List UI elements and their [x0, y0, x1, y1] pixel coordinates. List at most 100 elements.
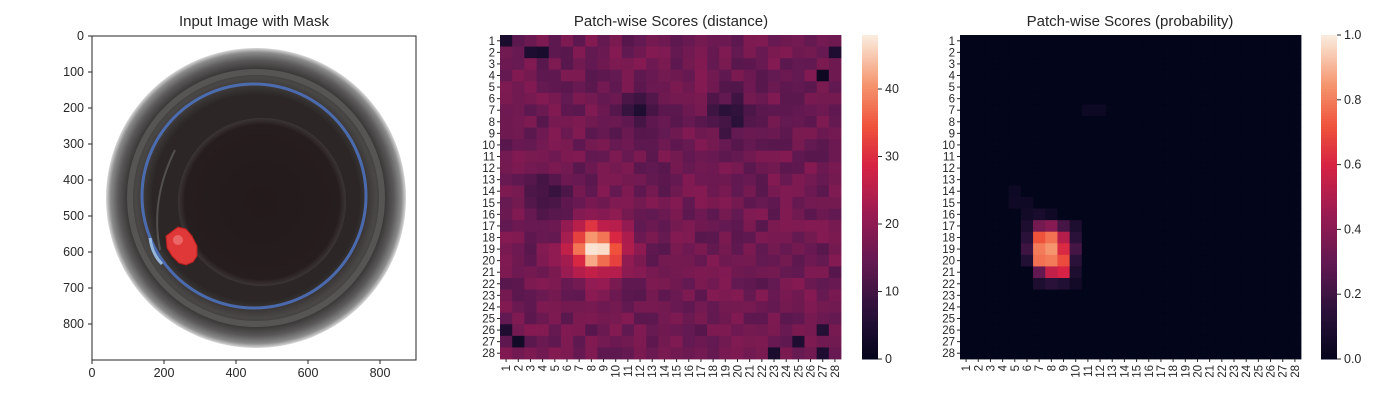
heatmap-cell	[536, 58, 550, 71]
heatmap-cell	[560, 266, 574, 279]
heatmap-cell	[1118, 81, 1131, 94]
heatmap-cell	[984, 92, 997, 105]
heatmap-cell	[573, 301, 586, 314]
colorbar-segment	[1321, 75, 1337, 79]
heatmap-cell	[585, 347, 598, 360]
heatmap-cell	[585, 173, 598, 186]
heatmap-cell	[780, 139, 793, 152]
colorbar-segment	[1321, 83, 1337, 87]
heatmap-cell	[780, 347, 793, 360]
heatmap-cell	[1093, 266, 1107, 279]
heatmap-cell	[743, 254, 757, 267]
heatmap-cell	[1045, 81, 1058, 94]
heatmap-cell	[1045, 335, 1058, 348]
heatmap-cell	[1057, 208, 1071, 221]
heatmap-cell	[1130, 46, 1144, 59]
heatmap-cell	[804, 150, 818, 163]
heatmap-cell	[1215, 35, 1229, 47]
heatmap-cell	[694, 150, 708, 163]
heatmap-cell	[597, 312, 611, 325]
heatmap-cell	[1130, 220, 1144, 233]
heatmap-cell	[1215, 69, 1229, 82]
heatmap-cell	[1203, 116, 1217, 128]
colorbar-segment	[1321, 99, 1337, 103]
heatmap-cell	[694, 104, 708, 117]
colorbar-segment	[862, 261, 878, 265]
heatmap-cell	[1215, 139, 1229, 152]
heatmap-cell	[767, 243, 781, 256]
heatmap-cell	[828, 254, 842, 267]
heatmap-cell	[707, 185, 720, 198]
colorbar-segment	[1321, 356, 1337, 360]
heatmap-cell	[1106, 162, 1119, 175]
heatmap-cell	[1106, 301, 1119, 314]
heatmap-cell	[1093, 289, 1107, 302]
heatmap-cell	[682, 173, 696, 186]
heatmap-cell	[658, 266, 671, 279]
heatmap-cell	[633, 335, 647, 348]
heatmap-cell	[719, 324, 732, 337]
heatmap-cell	[1008, 173, 1022, 186]
heatmap-cell	[1288, 266, 1302, 279]
heatmap-cell	[1191, 347, 1204, 360]
colorbar-segment	[1321, 48, 1337, 52]
heatmap-cell	[1045, 69, 1058, 82]
heatmap-cell	[524, 312, 537, 325]
heatmap-y-tick-label: 1	[489, 36, 495, 48]
heatmap-cell	[1191, 58, 1204, 71]
colorbar-segment	[1321, 259, 1337, 263]
heatmap-cell	[560, 116, 574, 128]
heatmap-cell	[1179, 197, 1192, 209]
heatmap-cell	[731, 266, 744, 279]
heatmap-cell	[743, 150, 757, 163]
heatmap-cell	[1252, 231, 1265, 244]
heatmap-cell	[1033, 335, 1046, 348]
heatmap-cell	[1118, 104, 1131, 117]
heatmap-cell	[1118, 116, 1131, 128]
heatmap-cell	[682, 243, 696, 256]
heatmap-cell	[1020, 139, 1034, 152]
heatmap-cell	[828, 289, 842, 302]
heatmap-cell	[585, 35, 598, 47]
colorbar-segment	[1321, 294, 1337, 298]
heatmap-cell	[1167, 278, 1180, 290]
heatmap-cell	[1227, 104, 1241, 117]
heatmap-cell	[658, 150, 671, 163]
heatmap-cell	[767, 231, 781, 244]
heatmap-cell	[682, 92, 696, 105]
image-x-tick-label: 400	[226, 366, 247, 380]
heatmap-cell	[1130, 58, 1144, 71]
heatmap-cell	[1033, 324, 1046, 337]
heatmap-cell	[658, 220, 671, 233]
heatmap-cell	[1093, 197, 1107, 209]
heatmap-x-tick-label: 19	[1180, 365, 1192, 378]
heatmap-cell	[1154, 127, 1168, 140]
heatmap-x-tick-label: 7	[574, 365, 586, 371]
colorbar-segment	[862, 275, 878, 279]
heatmap-cell	[1288, 231, 1302, 244]
heatmap-cell	[1057, 324, 1071, 337]
heatmap-cell	[1203, 150, 1217, 163]
heatmap-cell	[524, 173, 537, 186]
heatmap-cell	[1203, 35, 1217, 47]
colorbar-segment	[1321, 56, 1337, 60]
heatmap-cell	[1203, 278, 1217, 290]
heatmap-cell	[694, 231, 708, 244]
heatmap-cell	[1142, 92, 1156, 105]
colorbar-tick-label: 0.0	[1344, 352, 1361, 366]
heatmap-cell	[816, 127, 830, 140]
heatmap-cell	[621, 289, 635, 302]
heatmap-cell	[621, 266, 635, 279]
heatmap-cell	[1276, 208, 1290, 221]
heatmap-cell	[658, 92, 671, 105]
heatmap-cell	[1081, 150, 1095, 163]
heatmap-cell	[1118, 162, 1131, 175]
heatmap-cell	[1081, 81, 1095, 94]
colorbar-segment	[862, 70, 878, 74]
heatmap-cell	[1033, 266, 1046, 279]
heatmap-cell	[1252, 46, 1265, 59]
heatmap-cell	[1191, 139, 1204, 152]
heatmap-cell	[1276, 69, 1290, 82]
heatmap-cell	[1045, 197, 1058, 209]
heatmap-cell	[548, 127, 562, 140]
